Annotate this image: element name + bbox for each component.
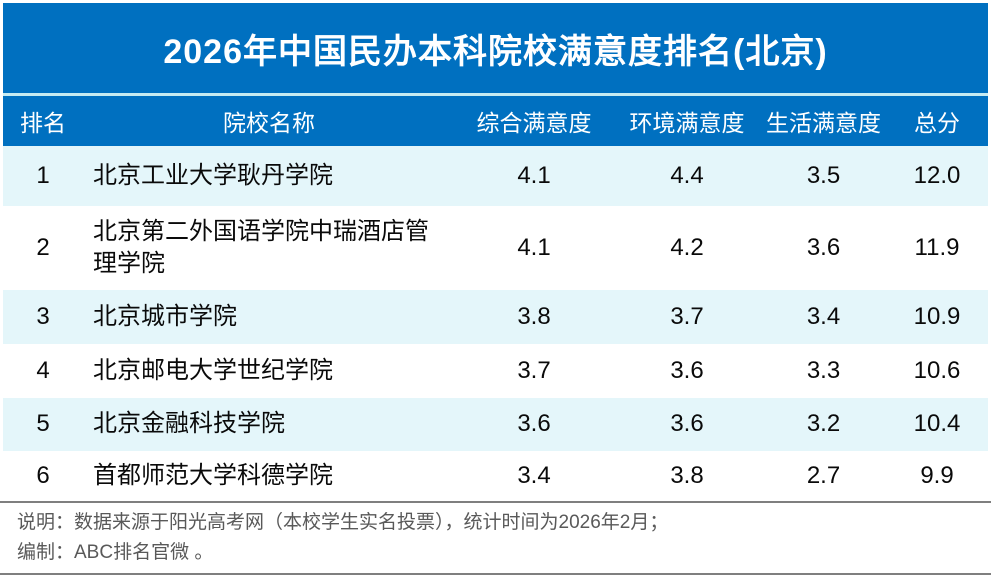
footer-notes: 说明：数据来源于阳光高考网（本校学生实名投票），统计时间为2026年2月； 编制… [3, 503, 988, 573]
header-cell-rank: 排名 [3, 96, 83, 146]
rank-cell: 2 [36, 233, 50, 261]
life-score-cell: 3.3 [806, 356, 841, 384]
life-score-cell: 3.4 [806, 302, 841, 330]
total-score-cell: 9.9 [920, 461, 954, 489]
header-cell-total-score: 总分 [886, 96, 988, 146]
table-row: 1 北京工业大学耿丹学院 4.1 4.4 3.5 12.0 [3, 146, 988, 206]
comprehensive-score-cell: 3.8 [517, 302, 551, 330]
total-score-cell: 12.0 [913, 161, 961, 189]
rank-cell: 3 [36, 302, 50, 330]
header-cell-college-name: 院校名称 [83, 96, 455, 146]
rank-cell: 5 [36, 410, 50, 438]
table-row: 6 首都师范大学科德学院 3.4 3.8 2.7 9.9 [3, 451, 988, 501]
comprehensive-score-cell: 3.4 [517, 461, 551, 489]
table-header-row: 排名 院校名称 综合满意度 环境满意度 生活满意度 总分 [3, 96, 988, 146]
life-score-cell: 3.5 [806, 161, 841, 189]
rank-cell: 4 [36, 356, 50, 384]
footer-bottom-rule [0, 573, 991, 575]
table-row: 4 北京邮电大学世纪学院 3.7 3.6 3.3 10.6 [3, 344, 988, 398]
credit-note: 编制：ABC排名官微 。 [17, 542, 214, 563]
poster-title-bar: 2026年中国民办本科院校满意度排名(北京) [3, 3, 988, 93]
total-score-cell: 11.9 [914, 233, 960, 261]
comprehensive-score-cell: 3.7 [517, 356, 551, 384]
title-divider [3, 93, 988, 96]
total-score-cell: 10.4 [913, 410, 961, 438]
college-name-cell: 首都师范大学科德学院 [93, 461, 333, 489]
environment-score-cell: 3.8 [670, 461, 704, 489]
page-title: 2026年中国民办本科院校满意度排名(北京) [163, 32, 828, 71]
life-score-cell: 3.6 [806, 233, 841, 261]
comprehensive-score-cell: 4.1 [517, 233, 551, 261]
header-cell-environment-satisfaction: 环境满意度 [613, 96, 761, 146]
life-score-cell: 3.2 [806, 410, 841, 438]
college-name-cell: 北京第二外国语学院中瑞酒店管理学院 [93, 217, 429, 277]
header-cell-comprehensive-satisfaction: 综合满意度 [455, 96, 613, 146]
college-name-cell: 北京城市学院 [93, 302, 237, 330]
table-row: 2 北京第二外国语学院中瑞酒店管理学院 4.1 4.2 3.6 11.9 [3, 206, 988, 290]
footer-top-rule [0, 501, 991, 503]
college-name-cell: 北京邮电大学世纪学院 [93, 356, 333, 384]
environment-score-cell: 4.2 [670, 233, 704, 261]
comprehensive-score-cell: 4.1 [517, 161, 551, 189]
environment-score-cell: 3.7 [670, 302, 704, 330]
environment-score-cell: 3.6 [670, 410, 704, 438]
comprehensive-score-cell: 3.6 [517, 410, 551, 438]
total-score-cell: 10.9 [913, 302, 961, 330]
table-row: 5 北京金融科技学院 3.6 3.6 3.2 10.4 [3, 398, 988, 451]
life-score-cell: 2.7 [806, 461, 841, 489]
total-score-cell: 10.6 [913, 356, 961, 384]
environment-score-cell: 4.4 [670, 161, 704, 189]
environment-score-cell: 3.6 [670, 356, 704, 384]
college-name-cell: 北京工业大学耿丹学院 [93, 161, 333, 189]
rank-cell: 6 [36, 461, 50, 489]
ranking-table: 排名 院校名称 综合满意度 环境满意度 生活满意度 总分 1 北京工业大学耿丹学… [3, 96, 988, 501]
table-row: 3 北京城市学院 3.8 3.7 3.4 10.9 [3, 290, 988, 344]
header-cell-life-satisfaction: 生活满意度 [761, 96, 886, 146]
college-name-cell: 北京金融科技学院 [93, 410, 285, 438]
rank-cell: 1 [36, 161, 50, 189]
source-note: 说明：数据来源于阳光高考网（本校学生实名投票），统计时间为2026年2月； [17, 512, 669, 533]
